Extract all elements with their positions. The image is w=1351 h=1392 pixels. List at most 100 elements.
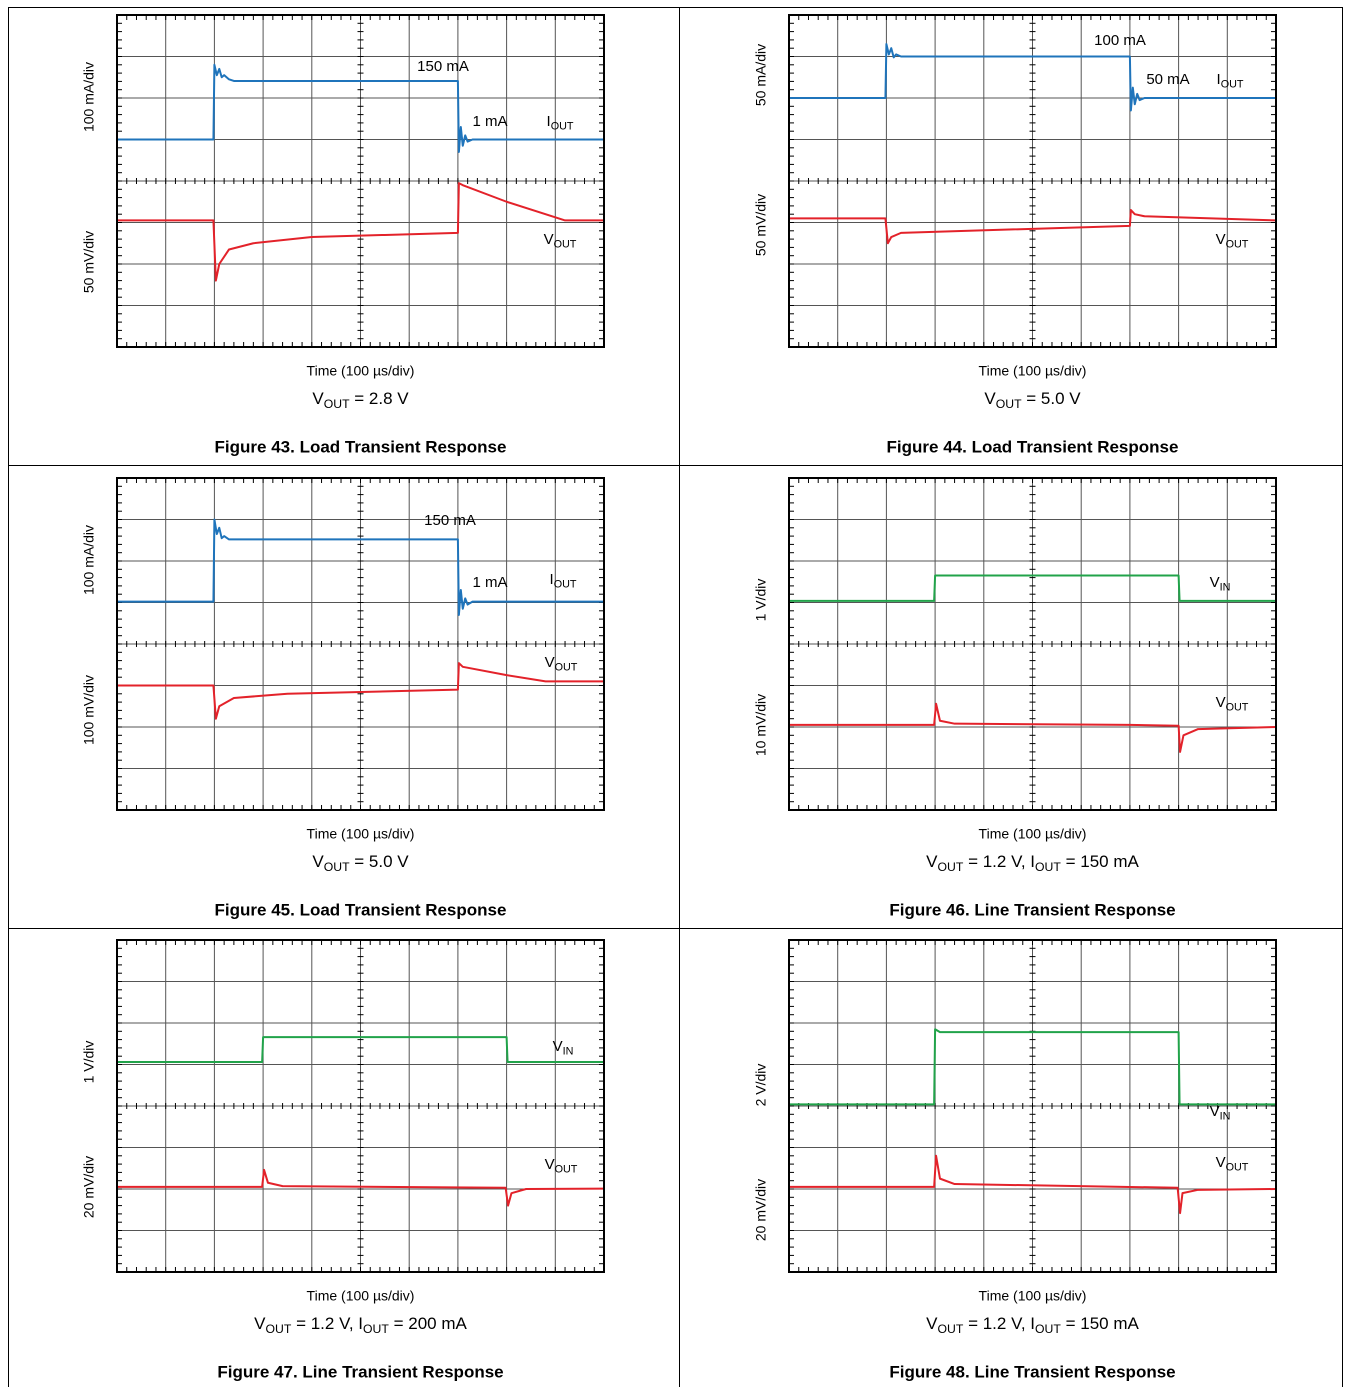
- text-part: = 1.2 V, I: [291, 1314, 363, 1333]
- subscript: OUT: [996, 397, 1022, 411]
- annotation: VIN: [553, 1038, 574, 1057]
- text-part: V: [544, 231, 554, 248]
- plot-border: [116, 477, 605, 811]
- text-part: V: [254, 1314, 266, 1333]
- annotation: VOUT: [544, 231, 577, 250]
- x-axis-label: Time (100 µs/div): [979, 1288, 1087, 1304]
- annotation: VOUT: [545, 1156, 578, 1175]
- text-part: = 2.8 V: [350, 389, 410, 408]
- text-part: = 1.2 V, I: [963, 1314, 1035, 1333]
- trace: [789, 209, 1277, 245]
- text-part: V: [926, 1314, 938, 1333]
- subscript: IN: [1220, 1110, 1231, 1122]
- text-part: V: [1216, 231, 1226, 248]
- text-part: = 5.0 V: [1022, 389, 1082, 408]
- subscript: OUT: [1035, 1322, 1061, 1336]
- y-axis-label: 50 mV/div: [81, 231, 97, 293]
- conditions: VOUT = 5.0 V: [984, 389, 1081, 411]
- subscript: OUT: [1221, 78, 1244, 90]
- y-axis-label: 20 mV/div: [81, 1156, 97, 1218]
- conditions: VOUT = 1.2 V, IOUT = 150 mA: [926, 852, 1139, 874]
- text-part: V: [1216, 694, 1226, 711]
- subscript: OUT: [938, 1322, 964, 1336]
- trace: [789, 574, 1276, 602]
- text-part: I: [547, 113, 551, 130]
- text-part: = 1.2 V, I: [963, 852, 1035, 871]
- trace: [117, 1036, 604, 1064]
- y-axis-label: 10 mV/div: [753, 694, 769, 756]
- x-axis-label: Time (100 µs/div): [307, 363, 415, 379]
- text-part: 150 mA: [417, 58, 469, 75]
- subscript: OUT: [1226, 701, 1249, 713]
- y-axis-label: 100 mA/div: [81, 62, 97, 132]
- annotation: 1 mA: [472, 574, 507, 591]
- text-part: V: [1210, 574, 1220, 591]
- figure: 1 V/div 20 mV/div Time (100 µs/div) Figure …: [81, 939, 605, 1381]
- subscript: OUT: [1226, 1161, 1249, 1173]
- text-part: 50 mA: [1146, 71, 1189, 88]
- y-axis-label: 1 V/div: [753, 579, 769, 622]
- plot-border: [116, 14, 605, 348]
- figure: 50 mA/div 50 mV/div Time (100 µs/div) Figur…: [753, 14, 1277, 456]
- subscript: OUT: [1035, 860, 1061, 874]
- x-axis-label: Time (100 µs/div): [307, 1288, 415, 1304]
- annotation: 150 mA: [417, 58, 469, 75]
- conditions: VOUT = 1.2 V, IOUT = 150 mA: [926, 1314, 1139, 1336]
- text-part: V: [984, 389, 996, 408]
- y-axis-label: 2 V/div: [753, 1064, 769, 1107]
- text-part: V: [1216, 1154, 1226, 1171]
- annotation: IOUT: [1217, 71, 1244, 90]
- y-axis-label: 1 V/div: [81, 1041, 97, 1084]
- subscript: OUT: [363, 1322, 389, 1336]
- y-axis-label: 20 mV/div: [753, 1179, 769, 1241]
- trace: [789, 1154, 1277, 1215]
- annotation: IOUT: [547, 113, 574, 132]
- subscript: OUT: [266, 1322, 292, 1336]
- text-part: V: [545, 654, 555, 671]
- plot-border: [116, 939, 605, 1273]
- trace: [789, 702, 1277, 753]
- subscript: OUT: [938, 860, 964, 874]
- figure: 1 V/div 10 mV/div Time (100 µs/div) Figure …: [753, 477, 1277, 919]
- annotation: VOUT: [1216, 231, 1249, 250]
- figure-title: Figure 47. Line Transient Response: [217, 1362, 503, 1381]
- trace: [117, 182, 604, 282]
- text-part: V: [312, 389, 324, 408]
- text-part: 150 mA: [424, 512, 476, 529]
- text-part: V: [545, 1156, 555, 1173]
- trace: [117, 518, 604, 616]
- y-axis-label: 50 mA/div: [753, 44, 769, 106]
- text-part: V: [312, 852, 324, 871]
- figure-title: Figure 45. Load Transient Response: [215, 900, 507, 919]
- annotation: IOUT: [550, 571, 577, 590]
- text-part: = 150 mA: [1061, 1314, 1140, 1333]
- text-part: V: [926, 852, 938, 871]
- conditions: VOUT = 1.2 V, IOUT = 200 mA: [254, 1314, 467, 1336]
- annotation: 150 mA: [424, 512, 476, 529]
- figure-title: Figure 48. Line Transient Response: [889, 1362, 1175, 1381]
- annotation: VIN: [1210, 574, 1231, 593]
- subscript: OUT: [324, 860, 350, 874]
- figure: 100 mA/div 50 mV/div Time (100 µs/div) Figu…: [81, 14, 605, 456]
- conditions: VOUT = 5.0 V: [312, 852, 409, 874]
- annotation: 1 mA: [472, 113, 507, 130]
- text-part: V: [1210, 1103, 1220, 1120]
- y-axis-label: 50 mV/div: [753, 194, 769, 256]
- text-part: = 200 mA: [389, 1314, 468, 1333]
- subscript: OUT: [554, 578, 577, 590]
- subscript: OUT: [554, 238, 577, 250]
- y-axis-label: 100 mV/div: [81, 675, 97, 745]
- y-axis-label: 100 mA/div: [81, 525, 97, 595]
- annotation: 50 mA: [1146, 71, 1189, 88]
- text-part: = 150 mA: [1061, 852, 1140, 871]
- x-axis-label: Time (100 µs/div): [979, 826, 1087, 842]
- conditions: VOUT = 2.8 V: [312, 389, 409, 411]
- text-part: 1 mA: [472, 113, 507, 130]
- annotation: VOUT: [1216, 1154, 1249, 1173]
- subscript: IN: [563, 1045, 574, 1057]
- subscript: IN: [1220, 581, 1231, 593]
- figure-title: Figure 46. Line Transient Response: [889, 900, 1175, 919]
- trace: [117, 662, 604, 720]
- trace: [789, 1028, 1276, 1106]
- annotation: VIN: [1210, 1103, 1231, 1122]
